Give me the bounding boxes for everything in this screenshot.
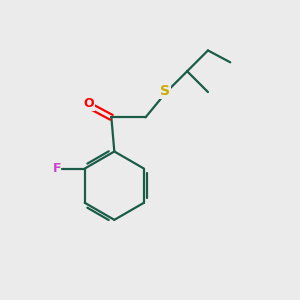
Text: F: F [52,162,61,175]
Text: O: O [84,98,94,110]
Text: S: S [160,84,170,98]
